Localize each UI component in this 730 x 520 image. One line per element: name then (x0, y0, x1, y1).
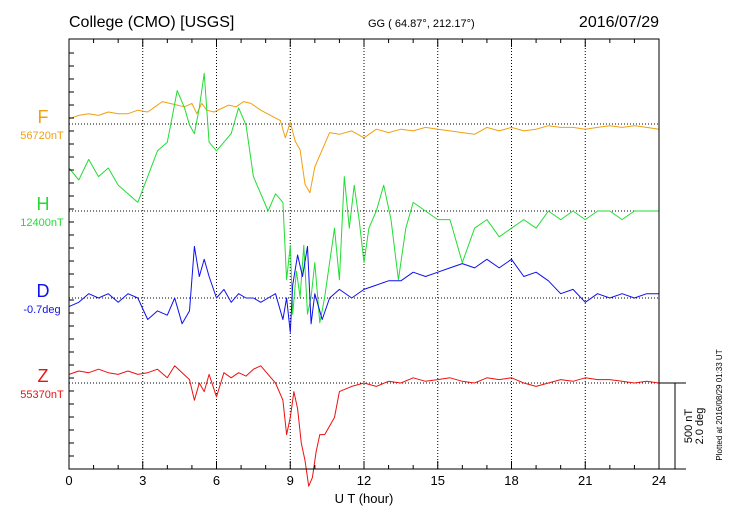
chart-date: 2016/07/29 (579, 14, 659, 31)
x-axis-title: U T (hour) (335, 491, 394, 506)
x-tick-label-9: 9 (287, 473, 294, 488)
x-tick-label-3: 3 (139, 473, 146, 488)
series-baseline-label-d: -0.7deg (23, 304, 60, 316)
x-tick-label-21: 21 (578, 473, 592, 488)
series-baseline-label-f: 56720nT (20, 130, 64, 142)
scale-label-nt: 500 nT (683, 409, 695, 444)
x-tick-label-0: 0 (65, 473, 72, 488)
series-name-d: D (37, 281, 50, 301)
series-baseline-label-h: 12400nT (20, 217, 64, 229)
labels-layer: F 56720nT H 12400nT D -0.7deg Z 55370nT (20, 107, 64, 401)
x-tick-label-15: 15 (431, 473, 445, 488)
series-line-z (68, 365, 660, 487)
series-line-f (68, 101, 660, 194)
series-baseline-label-z: 55370nT (20, 389, 64, 401)
x-tick-label-24: 24 (652, 473, 666, 488)
series-line-h (68, 72, 659, 324)
x-tick-label-6: 6 (213, 473, 220, 488)
series-line-d (68, 245, 659, 333)
plotted-timestamp: Plotted at 2016/08/29 01:33 UT (715, 349, 724, 460)
series-name-h: H (37, 194, 50, 214)
station-title: College (CMO) [USGS] (69, 14, 234, 31)
series-layer (68, 72, 660, 487)
x-tick-label-12: 12 (357, 473, 371, 488)
scale-bar: 500 nT 2.0 deg (659, 382, 706, 470)
series-name-f: F (38, 107, 49, 127)
series-name-z: Z (38, 366, 49, 386)
scale-label-deg: 2.0 deg (694, 408, 706, 445)
x-axis: 0 3 6 9 12 15 18 21 24 (65, 39, 666, 488)
x-tick-label-18: 18 (504, 473, 518, 488)
station-coords: GG ( 64.87°, 212.17°) (368, 18, 475, 30)
